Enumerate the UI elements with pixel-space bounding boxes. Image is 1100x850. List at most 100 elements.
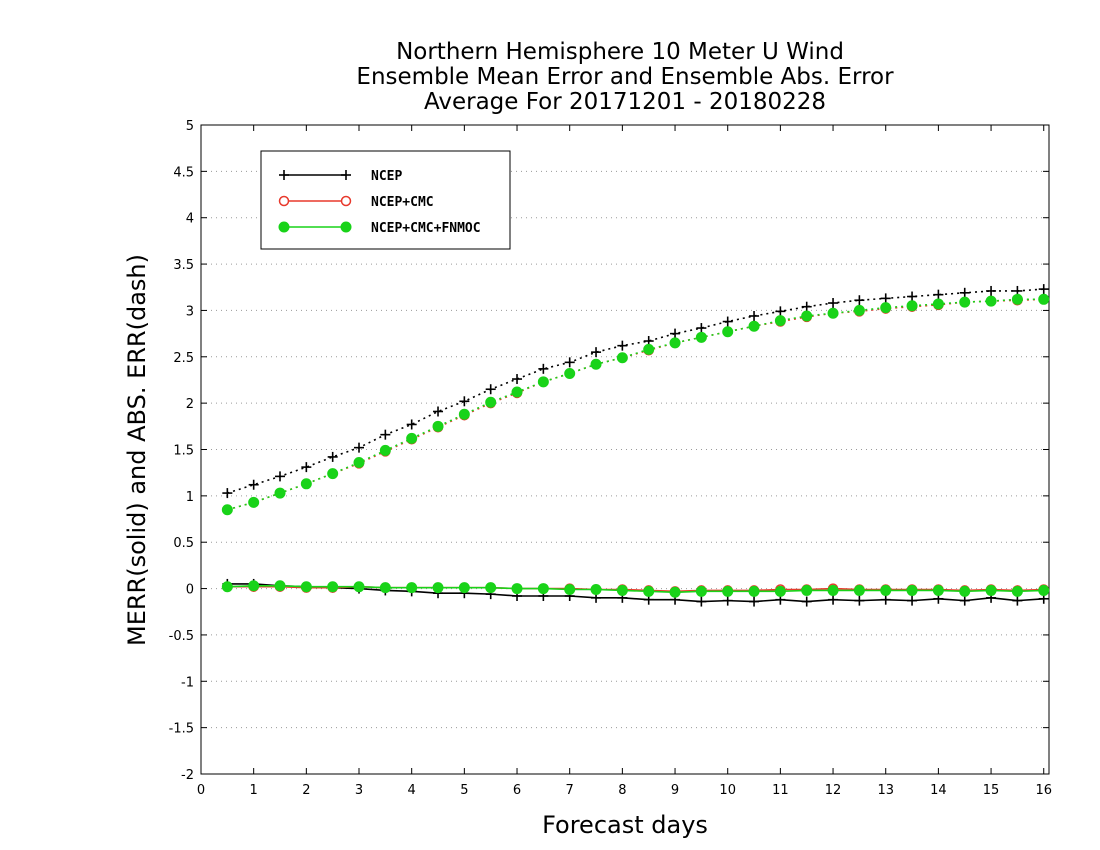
legend-item: NCEP+CMC+FNMOC <box>278 221 481 236</box>
x-tick-label: 6 <box>513 783 521 798</box>
mean-error-point <box>801 584 813 596</box>
mean-error-point <box>590 583 602 595</box>
abs-error-point <box>695 331 707 343</box>
abs-error-point <box>301 462 312 473</box>
x-tick-label: 15 <box>983 783 1000 798</box>
abs-error-point <box>433 406 444 417</box>
y-tick-label: -2 <box>181 768 194 783</box>
abs-error-line <box>227 298 1044 511</box>
abs-error-point <box>564 367 576 379</box>
abs-error-point <box>749 310 760 321</box>
mean-error-point <box>327 581 339 593</box>
legend-marker <box>341 170 351 180</box>
x-tick-label: 5 <box>460 783 468 798</box>
legend-marker <box>340 195 352 207</box>
mean-error-point <box>485 582 497 594</box>
abs-error-point <box>959 296 971 308</box>
abs-error-point <box>327 451 338 462</box>
abs-error-point <box>828 298 839 309</box>
y-tick-label: 3 <box>186 304 194 319</box>
abs-error-point <box>221 504 233 516</box>
mean-error-point <box>406 582 418 594</box>
y-tick-label: 2.5 <box>173 351 194 366</box>
abs-error-point <box>696 323 707 334</box>
chart-title-line-3: Average For 20171201 - 20180228 <box>424 89 826 115</box>
abs-error-point <box>801 301 812 312</box>
x-tick-label: 3 <box>355 783 363 798</box>
abs-error-point <box>1011 293 1023 305</box>
x-tick-label: 16 <box>1035 783 1052 798</box>
abs-error-point <box>275 471 286 482</box>
mean-error-point <box>880 584 892 596</box>
abs-error-point <box>775 306 786 317</box>
abs-error-point <box>616 352 628 364</box>
y-tick-label: 0 <box>186 583 194 598</box>
mean-error-point <box>353 581 365 593</box>
mean-error-point <box>748 585 760 597</box>
mean-error-point <box>248 580 260 592</box>
x-tick-label: 11 <box>772 783 789 798</box>
abs-error-point <box>1038 284 1049 295</box>
x-tick-label: 9 <box>671 783 679 798</box>
abs-error-line <box>227 298 1044 511</box>
legend: NCEP NCEP+CMC NCEP+CMC+FNMOC <box>260 150 511 250</box>
x-tick-label: 10 <box>719 783 736 798</box>
x-tick-label: 8 <box>618 783 626 798</box>
mean-error-point <box>906 584 918 596</box>
mean-error-point <box>458 582 470 594</box>
legend-marker <box>278 221 290 233</box>
mean-error-point <box>722 595 733 606</box>
abs-error-point <box>327 468 339 480</box>
y-tick-label: 4 <box>186 212 194 227</box>
abs-error-point <box>512 374 523 385</box>
x-tick-label: 1 <box>250 783 258 798</box>
mean-error-point <box>669 586 681 598</box>
chart-title-line-1: Northern Hemisphere 10 Meter U Wind <box>396 39 844 65</box>
abs-error-point <box>222 488 233 499</box>
y-tick-label: 3.5 <box>173 258 194 273</box>
legend-marker <box>340 221 352 233</box>
abs-error-point <box>880 302 892 314</box>
legend-label: NCEP <box>371 169 402 184</box>
x-tick-label: 7 <box>566 783 574 798</box>
legend-label: NCEP+CMC <box>371 195 434 210</box>
legend-label: NCEP+CMC+FNMOC <box>371 221 481 236</box>
x-axis-label: Forecast days <box>542 811 708 839</box>
legend-item: NCEP <box>279 169 402 184</box>
legend-box <box>260 150 511 250</box>
legend-item: NCEP+CMC <box>278 195 434 210</box>
mean-error-point <box>801 596 812 607</box>
abs-error-point <box>906 300 918 312</box>
series-0 <box>222 284 1049 607</box>
y-tick-label: -1 <box>181 675 194 690</box>
series-group <box>221 284 1050 607</box>
x-tick-label: 0 <box>197 783 205 798</box>
series-2 <box>221 293 1050 598</box>
mean-error-point <box>643 585 655 597</box>
mean-error-point <box>749 596 760 607</box>
mean-error-point <box>828 594 839 605</box>
abs-error-point <box>406 419 417 430</box>
mean-error-point <box>853 584 865 596</box>
series-1 <box>222 294 1049 597</box>
abs-error-point <box>854 295 865 306</box>
abs-error-point <box>458 408 470 420</box>
mean-error-point <box>221 581 233 593</box>
mean-error-point <box>379 582 391 594</box>
mean-error-point <box>774 585 786 597</box>
mean-error-point <box>274 580 286 592</box>
abs-error-point <box>459 396 470 407</box>
mean-error-point <box>722 585 734 597</box>
mean-error-point <box>959 595 970 606</box>
abs-error-point <box>774 315 786 327</box>
abs-error-line <box>227 288 1044 494</box>
abs-error-point <box>670 328 681 339</box>
mean-error-point <box>907 595 918 606</box>
y-tick-label: -1.5 <box>169 722 194 737</box>
y-tick-label: 5 <box>186 119 194 134</box>
abs-error-point <box>591 347 602 358</box>
abs-error-point <box>986 285 997 296</box>
abs-error-point <box>353 456 365 468</box>
abs-error-point <box>801 310 813 322</box>
